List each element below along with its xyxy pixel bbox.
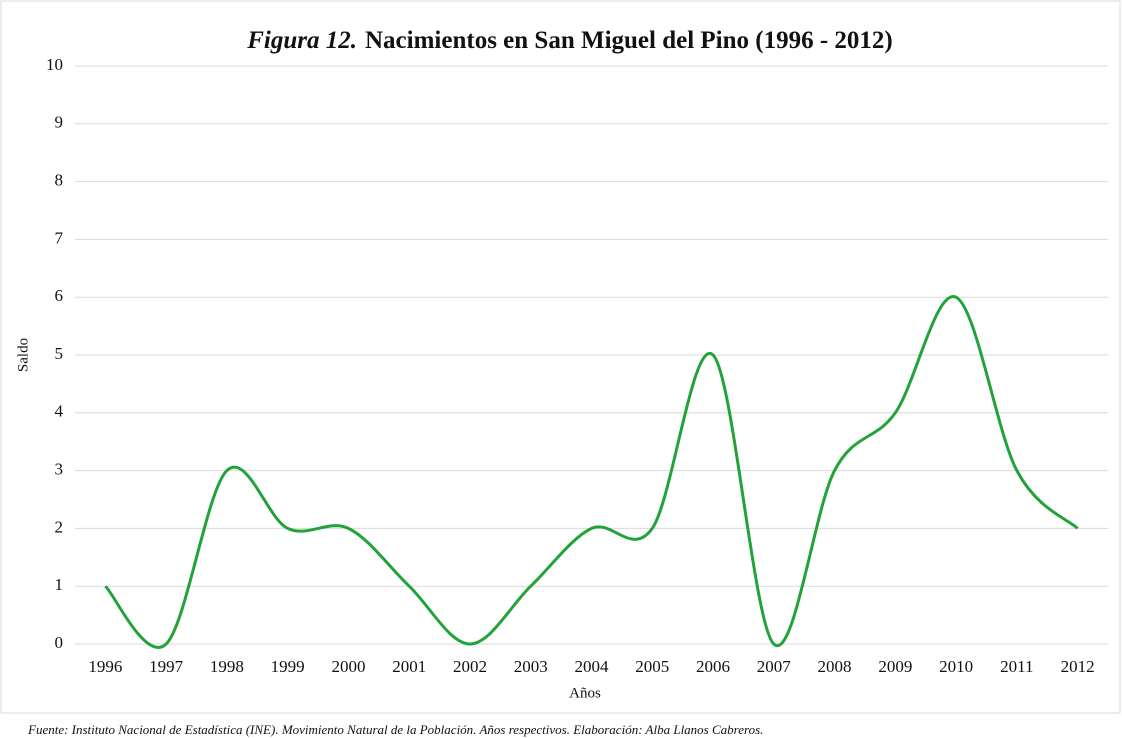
y-tick-label: 10 <box>46 55 63 74</box>
chart-frame <box>0 0 1121 714</box>
x-tick-label: 2000 <box>331 657 365 676</box>
x-tick-label: 2011 <box>1000 657 1033 676</box>
y-tick-label: 3 <box>55 460 64 479</box>
x-tick-label: 2007 <box>757 657 792 676</box>
x-tick-label: 2010 <box>939 657 973 676</box>
chart-title-label: Figura 12. <box>246 27 357 54</box>
x-tick-label: 2004 <box>575 657 610 676</box>
chart-title-group: Figura 12. Nacimientos en San Miguel del … <box>246 27 893 54</box>
marks-group <box>104 295 1079 649</box>
y-tick-label: 7 <box>55 228 64 247</box>
y-tick-label: 8 <box>55 171 64 190</box>
x-tick-label: 2009 <box>878 657 912 676</box>
x-tick-label: 2001 <box>392 657 426 676</box>
y-tick-label: 0 <box>55 633 64 652</box>
x-tick-label: 1998 <box>210 657 244 676</box>
y-tick-label: 2 <box>55 517 64 536</box>
y-tick-label: 4 <box>55 402 64 421</box>
x-tick-label: 2012 <box>1061 657 1095 676</box>
source-note: Fuente: Instituto Nacional de Estadístic… <box>27 722 763 737</box>
y-tick-label: 1 <box>55 575 64 594</box>
x-tick-label: 2002 <box>453 657 487 676</box>
x-tick-label: 2006 <box>696 657 730 676</box>
x-tick-label: 2003 <box>514 657 548 676</box>
y-tick-label: 5 <box>55 344 64 363</box>
x-tick-label: 1999 <box>271 657 305 676</box>
x-tick-label: 2008 <box>818 657 852 676</box>
x-tick-label: 1996 <box>88 657 122 676</box>
grid-group: 0 1 2 3 4 5 6 7 8 9 10 1996 1997 1998 1999 2000 2001 2002… <box>46 55 1108 676</box>
x-tick-label: 2005 <box>635 657 669 676</box>
x-axis-label: Años <box>569 685 601 701</box>
chart-title: Nacimientos en San Miguel del Pino (1996… <box>365 27 893 54</box>
y-axis-label: Saldo <box>15 338 31 372</box>
y-tick-label: 9 <box>55 113 64 132</box>
x-tick-label: 1997 <box>149 657 184 676</box>
series-line <box>104 295 1079 649</box>
y-tick-label: 6 <box>55 286 64 305</box>
